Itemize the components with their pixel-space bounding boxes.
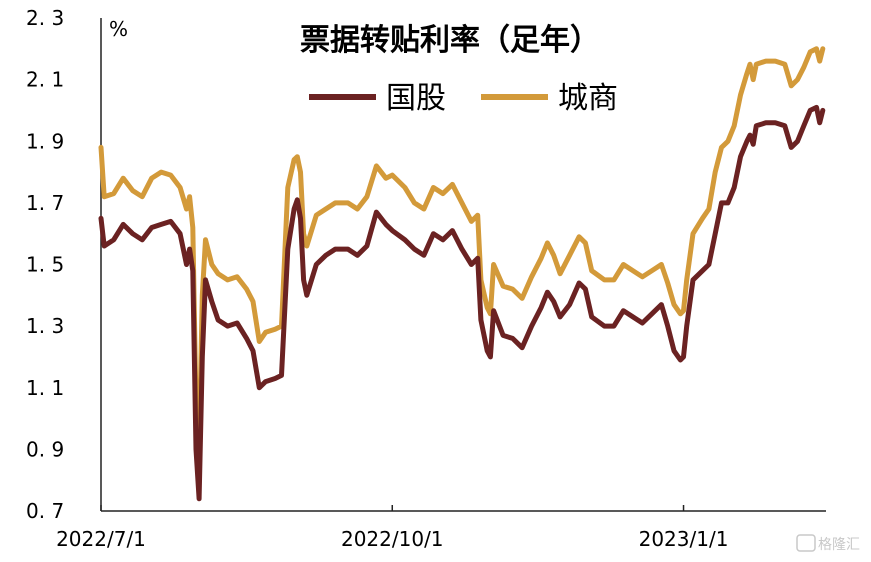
x-tick-label: 2022/7/1: [56, 527, 146, 551]
x-ticks: 2022/7/1 2022/10/1 2023/1/1: [56, 505, 728, 551]
series-line-guogu: [98, 104, 826, 502]
y-tick-label: 0. 9: [26, 437, 64, 461]
y-tick-label: 1. 3: [26, 314, 64, 338]
legend: 国股 城商: [309, 81, 618, 116]
y-tick-label: 1. 7: [26, 191, 64, 215]
y-tick-labels: 2. 3 2. 1 1. 9 1. 7 1. 5 1. 3 1. 1 0. 9 0. 7: [26, 6, 64, 523]
watermark: 格隆汇: [796, 534, 860, 553]
x-tick-label: 2022/10/1: [341, 527, 444, 551]
y-unit-label: %: [109, 17, 128, 41]
series-line-chengshang: [98, 46, 826, 455]
series-lines: [98, 46, 826, 502]
y-tick-label: 0. 7: [26, 499, 64, 523]
chart-title: 票据转贴利率（足年）: [300, 23, 600, 58]
y-tick-label: 2. 1: [26, 68, 64, 92]
y-tick-label: 1. 5: [26, 253, 64, 277]
legend-label-chengshang: 城商: [558, 81, 618, 116]
legend-label-guogu: 国股: [386, 81, 446, 116]
watermark-text: 格隆汇: [818, 537, 860, 553]
y-tick-label: 2. 3: [26, 6, 64, 30]
g-logo-icon: [796, 534, 816, 552]
y-tick-label: 1. 9: [26, 129, 64, 153]
y-tick-label: 1. 1: [26, 376, 64, 400]
x-tick-label: 2023/1/1: [639, 527, 729, 551]
